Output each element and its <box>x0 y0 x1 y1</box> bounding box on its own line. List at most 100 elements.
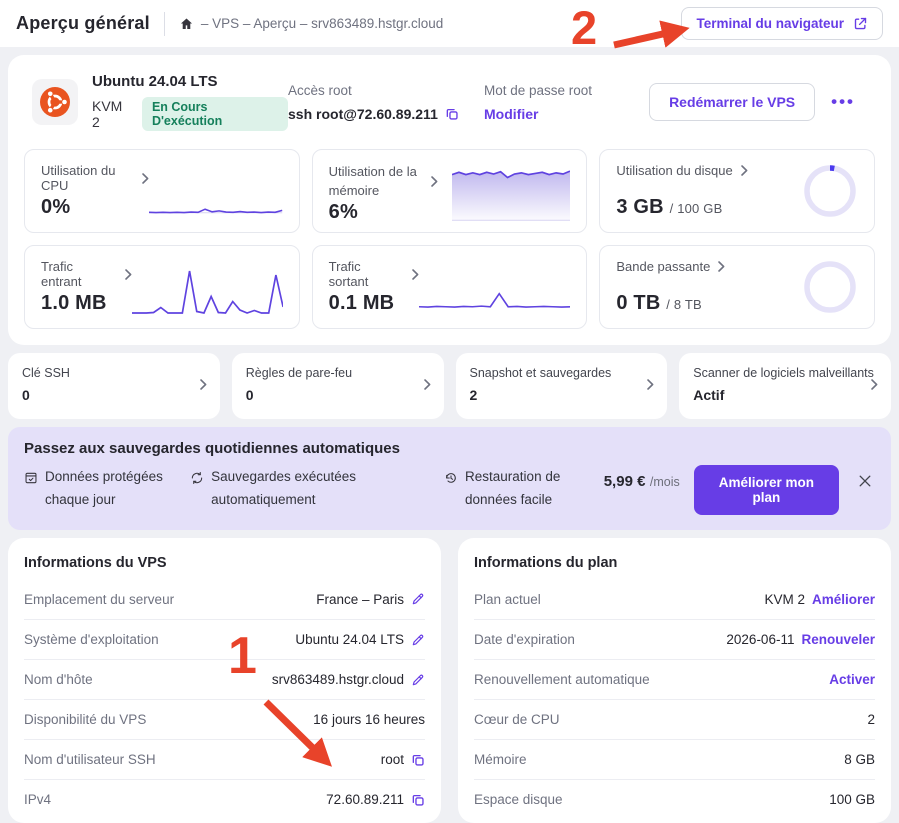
quick-link-value: 2 <box>469 387 478 403</box>
quick-link-label: Snapshot et sauvegardes <box>469 366 612 380</box>
ssh-command: ssh root@72.60.89.211 <box>288 105 438 122</box>
renew-link[interactable]: Renouveler <box>801 632 875 647</box>
row-label: Nom d'utilisateur SSH <box>24 752 156 767</box>
table-row: Système d'exploitation Ubuntu 24.04 LTS <box>24 619 425 659</box>
sync-icon <box>190 470 204 493</box>
metric-value: 0% <box>41 196 71 218</box>
chevron-right-icon <box>430 176 438 188</box>
row-label: Disponibilité du VPS <box>24 712 147 727</box>
quick-link-firewall[interactable]: Règles de pare-feu 0 <box>231 353 444 419</box>
disk-usage-ring <box>804 165 856 217</box>
metric-value: 0.1 MB <box>328 292 395 314</box>
more-options-menu[interactable]: ••• <box>831 92 855 111</box>
row-label: Emplacement du serveur <box>24 591 175 607</box>
chevron-right-icon <box>718 261 725 272</box>
backup-upsell-banner: Passez aux sauvegardes quotidiennes auto… <box>8 427 891 530</box>
modify-password-link[interactable]: Modifier <box>484 105 539 122</box>
external-link-icon <box>853 16 868 31</box>
chevron-right-icon <box>740 165 748 176</box>
price-period: /mois <box>649 475 680 489</box>
vps-info-card: Informations du VPS Emplacement du serve… <box>8 538 441 823</box>
copy-icon[interactable] <box>411 793 425 807</box>
table-row: Plan actuel KVM 2 Améliorer <box>474 579 875 619</box>
table-row-ipv4: IPv4 72.60.89.211 <box>24 779 425 819</box>
bandwidth-ring <box>804 261 856 313</box>
chevron-right-icon <box>647 377 654 395</box>
edit-icon[interactable] <box>411 592 425 606</box>
vps-info-title: Informations du VPS <box>24 555 167 571</box>
metric-card-memory[interactable]: Utilisation de la mémoire 6% <box>311 149 588 233</box>
metric-label: Utilisation du CPU <box>41 163 116 193</box>
ubuntu-logo-icon <box>32 79 78 125</box>
breadcrumb[interactable]: – VPS – Aperçu – srv863489.hstgr.cloud <box>179 16 443 31</box>
copy-icon[interactable] <box>445 107 459 121</box>
row-label: Cœur de CPU <box>474 712 560 727</box>
traffic-out-sparkline <box>419 277 571 309</box>
row-label: Mémoire <box>474 752 527 767</box>
root-access-label: Accès root <box>288 82 352 98</box>
metric-value: 3 GB <box>616 196 664 218</box>
shield-check-icon <box>24 470 38 493</box>
chevron-right-icon <box>199 377 207 395</box>
metric-suffix: / 100 GB <box>669 201 723 216</box>
quick-link-ssh-keys[interactable]: Clé SSH 0 <box>8 353 220 419</box>
row-label: Renouvellement automatique <box>474 672 650 687</box>
edit-icon[interactable] <box>411 633 425 647</box>
row-value: 100 GB <box>829 792 875 807</box>
server-overview-card: Ubuntu 24.04 LTS KVM 2 En Cours D'exécut… <box>8 55 891 345</box>
banner-feature: Données protégées chaque jour <box>24 466 180 512</box>
table-row: Nom d'utilisateur SSH root <box>24 739 425 779</box>
metric-label: Trafic sortant <box>328 259 369 289</box>
activate-link[interactable]: Activer <box>829 672 875 687</box>
chevron-right-icon <box>871 377 878 395</box>
status-badge: En Cours D'exécution <box>141 97 288 131</box>
price-value: 5,99 € <box>603 473 646 490</box>
row-value: 2026-06-11 <box>726 632 795 647</box>
metric-card-bandwidth[interactable]: Bande passante 0 TB / 8 TB <box>599 245 875 329</box>
table-row: Nom d'hôte srv863489.hstgr.cloud <box>24 659 425 699</box>
quick-link-snapshots[interactable]: Snapshot et sauvegardes 2 <box>455 353 668 419</box>
quick-link-label: Clé SSH <box>22 366 70 380</box>
metric-label: Utilisation de la mémoire <box>328 164 417 198</box>
close-icon[interactable] <box>857 473 873 489</box>
upgrade-link[interactable]: Améliorer <box>811 591 875 607</box>
metric-card-traffic-in[interactable]: Trafic entrant 1.0 MB <box>24 245 300 329</box>
restart-vps-button[interactable]: Redémarrer le VPS <box>649 83 816 121</box>
banner-feature-text: Sauvegardes exécutées automatiquement <box>211 469 357 507</box>
root-password-label: Mot de passe root <box>484 82 593 98</box>
edit-icon[interactable] <box>411 673 425 687</box>
metric-label: Bande passante <box>616 259 711 274</box>
metric-card-disk[interactable]: Utilisation du disque 3 GB / 100 GB <box>599 149 875 233</box>
row-value: Ubuntu 24.04 LTS <box>295 632 404 647</box>
table-row: Date d'expiration 2026-06-11 Renouveler <box>474 619 875 659</box>
metric-card-traffic-out[interactable]: Trafic sortant 0.1 MB <box>311 245 588 329</box>
browser-terminal-button[interactable]: Terminal du navigateur <box>681 7 883 40</box>
table-row: Renouvellement automatique Activer <box>474 659 875 699</box>
browser-terminal-label: Terminal du navigateur <box>696 16 844 31</box>
row-label: Plan actuel <box>474 591 541 607</box>
upgrade-plan-button[interactable]: Améliorer mon plan <box>693 465 839 515</box>
divider <box>163 11 165 36</box>
chevron-right-icon <box>124 268 132 280</box>
row-value: France – Paris <box>316 591 404 607</box>
copy-icon[interactable] <box>411 753 425 767</box>
cpu-sparkline <box>149 190 282 214</box>
top-header: Aperçu général – VPS – Aperçu – srv86348… <box>0 0 899 47</box>
row-value: 72.60.89.211 <box>326 792 404 807</box>
chevron-right-icon <box>142 172 149 184</box>
banner-price: 5,99 € /mois <box>604 473 680 491</box>
banner-feature: Restauration de données facile <box>444 466 604 512</box>
quick-link-malware-scanner[interactable]: Scanner de logiciels malveillants Actif <box>679 353 891 419</box>
banner-title: Passez aux sauvegardes quotidiennes auto… <box>24 440 400 457</box>
banner-feature-text: Restauration de données facile <box>465 469 561 507</box>
quick-links-row: Clé SSH 0 Règles de pare-feu 0 Snapshot … <box>8 353 891 419</box>
quick-link-label: Règles de pare-feu <box>245 366 353 380</box>
memory-area-chart <box>452 163 571 221</box>
row-label: Espace disque <box>474 792 563 807</box>
table-row: Disponibilité du VPS 16 jours 16 heures <box>24 699 425 739</box>
metric-card-cpu[interactable]: Utilisation du CPU 0% <box>24 149 300 233</box>
home-icon[interactable] <box>179 17 194 31</box>
chevron-right-icon <box>423 377 431 395</box>
table-row: Mémoire 8 GB <box>474 739 875 779</box>
traffic-in-sparkline <box>132 265 283 315</box>
